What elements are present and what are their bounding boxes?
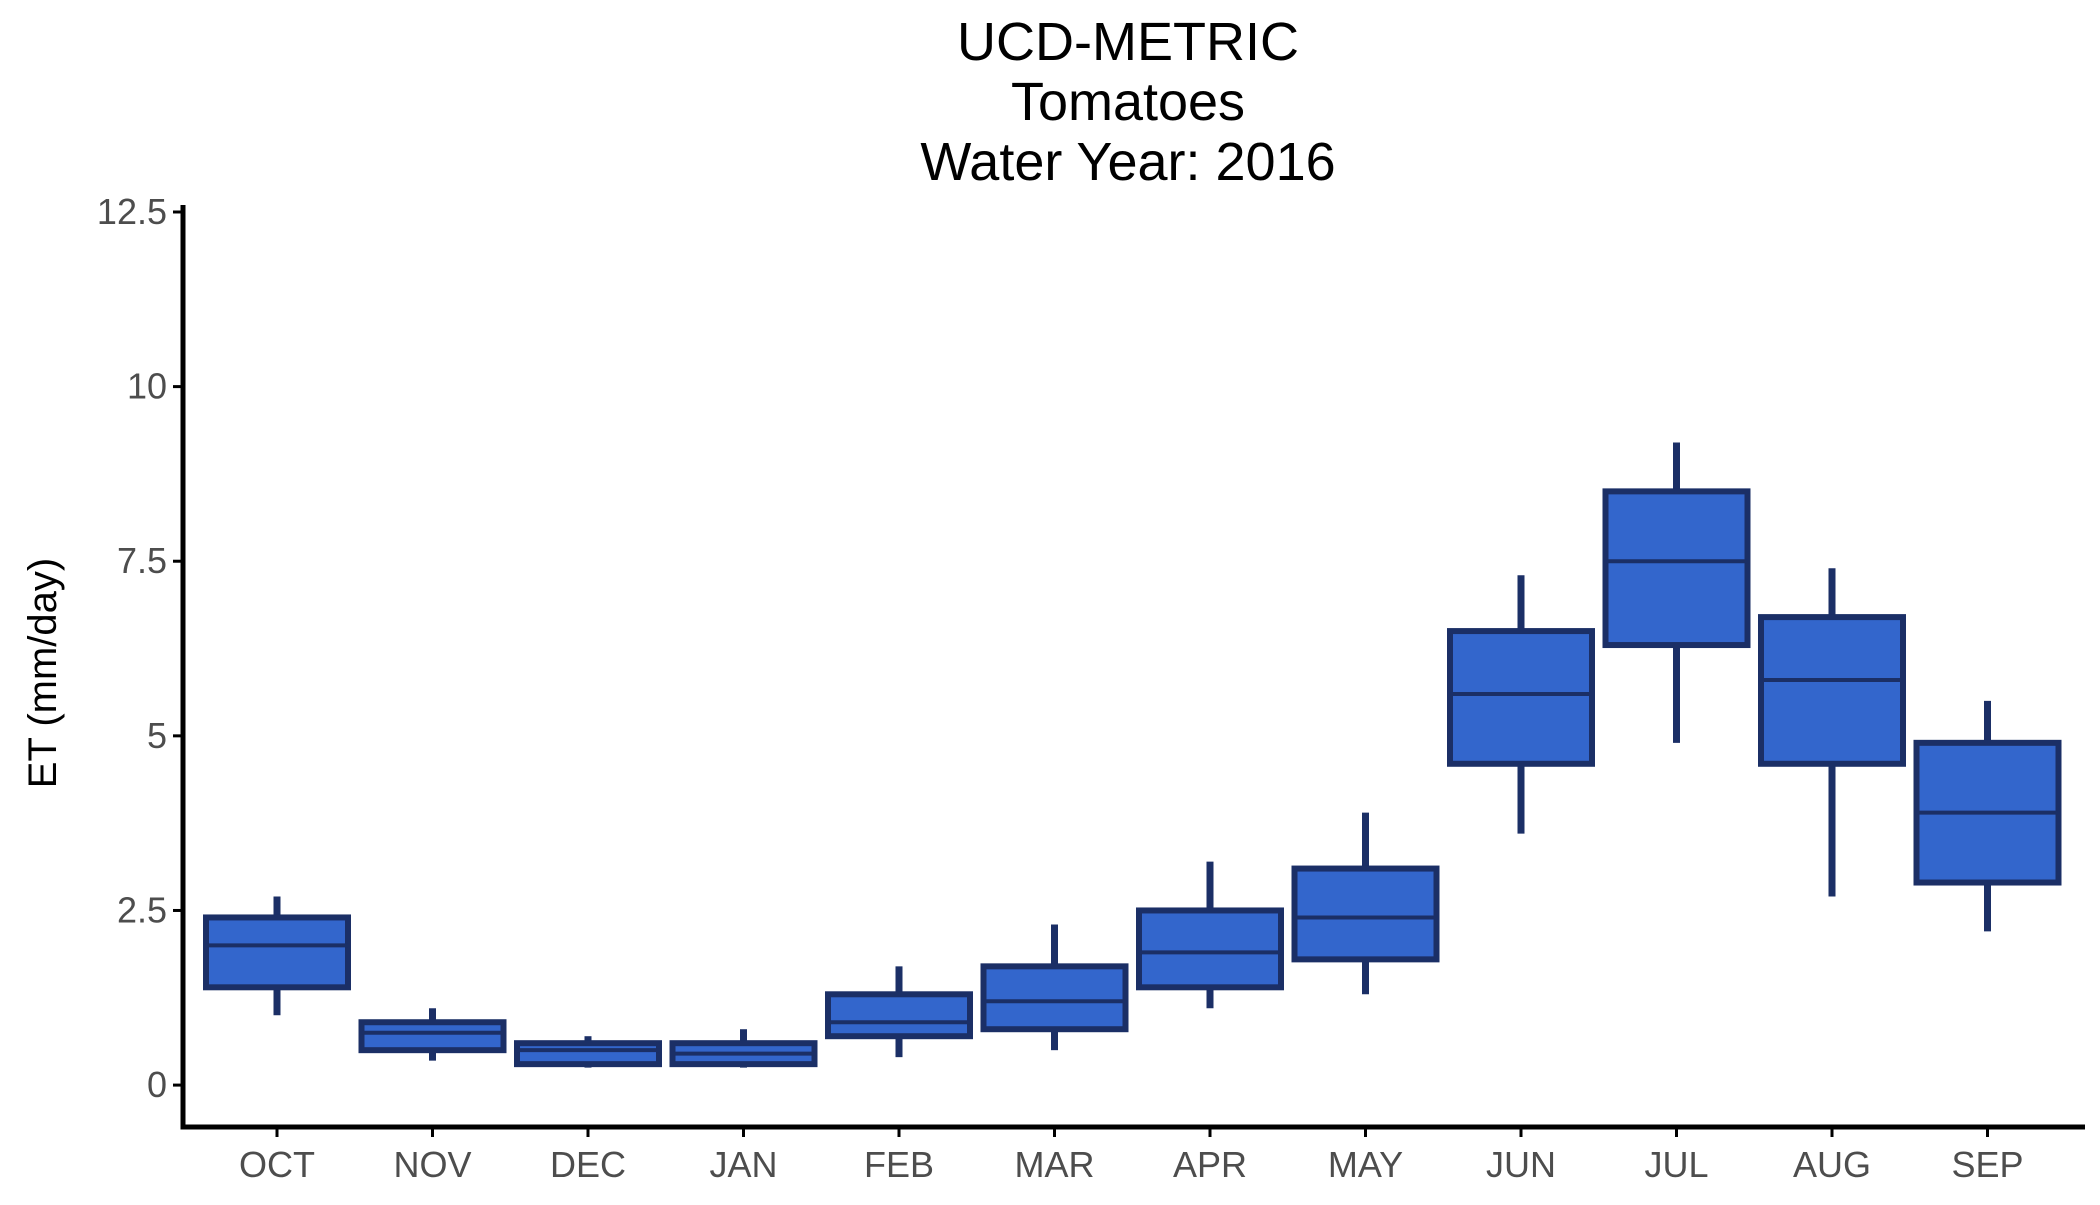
y-tick-label: 7.5 [117, 540, 167, 581]
box-iqr [1136, 907, 1284, 991]
box-oct [203, 896, 351, 1016]
x-tick-label: DEC [550, 1144, 626, 1185]
y-axis-title: ET (mm/day) [21, 558, 65, 788]
y-tick-label: 5 [147, 715, 167, 756]
chart-title: UCD-METRIC Tomatoes Water Year: 2016 [920, 12, 1335, 192]
box-iqr [203, 914, 351, 991]
x-tick-label: FEB [864, 1144, 934, 1185]
box-iqr [980, 963, 1129, 1033]
box-iqr [1447, 628, 1595, 767]
box-mar [980, 924, 1129, 1051]
box-nov [358, 1008, 507, 1061]
axes [180, 205, 2085, 1130]
x-tick-label: JUL [1644, 1144, 1708, 1185]
x-tick-label: MAY [1328, 1144, 1403, 1185]
chart-title-line-1: UCD-METRIC [957, 12, 1299, 72]
box-iqr [1758, 614, 1906, 767]
box-series [203, 442, 2062, 1068]
x-tick-label: NOV [393, 1144, 471, 1185]
box-iqr [1291, 865, 1440, 963]
box-sep [1913, 700, 2062, 932]
box-iqr [825, 991, 973, 1040]
box-jun [1447, 575, 1595, 834]
x-tick-label: OCT [239, 1144, 315, 1185]
box-may [1291, 812, 1440, 995]
box-jul [1602, 442, 1751, 743]
x-axis-ticks: OCT NOV DEC JAN FEB MAR APR MAY JUN JUL AUG SEP [239, 1127, 2024, 1185]
box-dec [514, 1036, 662, 1068]
y-axis-ticks: 0 2.5 5 7.5 10 12.5 [97, 191, 183, 1105]
x-tick-label: MAR [1015, 1144, 1095, 1185]
x-tick-label: JAN [709, 1144, 777, 1185]
x-tick-label: JUN [1486, 1144, 1556, 1185]
y-tick-label: 0 [147, 1064, 167, 1105]
y-tick-label: 2.5 [117, 889, 167, 930]
chart-title-line-3: Water Year: 2016 [920, 132, 1335, 192]
chart-title-line-2: Tomatoes [1011, 72, 1245, 132]
y-tick-label: 12.5 [97, 191, 167, 232]
box-jan [669, 1029, 818, 1068]
box-aug [1758, 568, 1906, 897]
y-tick-label: 10 [127, 366, 167, 407]
box-apr [1136, 861, 1284, 1009]
box-iqr [1602, 488, 1751, 649]
x-tick-label: APR [1173, 1144, 1247, 1185]
x-tick-label: AUG [1793, 1144, 1871, 1185]
x-tick-label: SEP [1951, 1144, 2023, 1185]
box-iqr [514, 1040, 662, 1068]
box-feb [825, 966, 973, 1058]
box-iqr [358, 1019, 507, 1054]
